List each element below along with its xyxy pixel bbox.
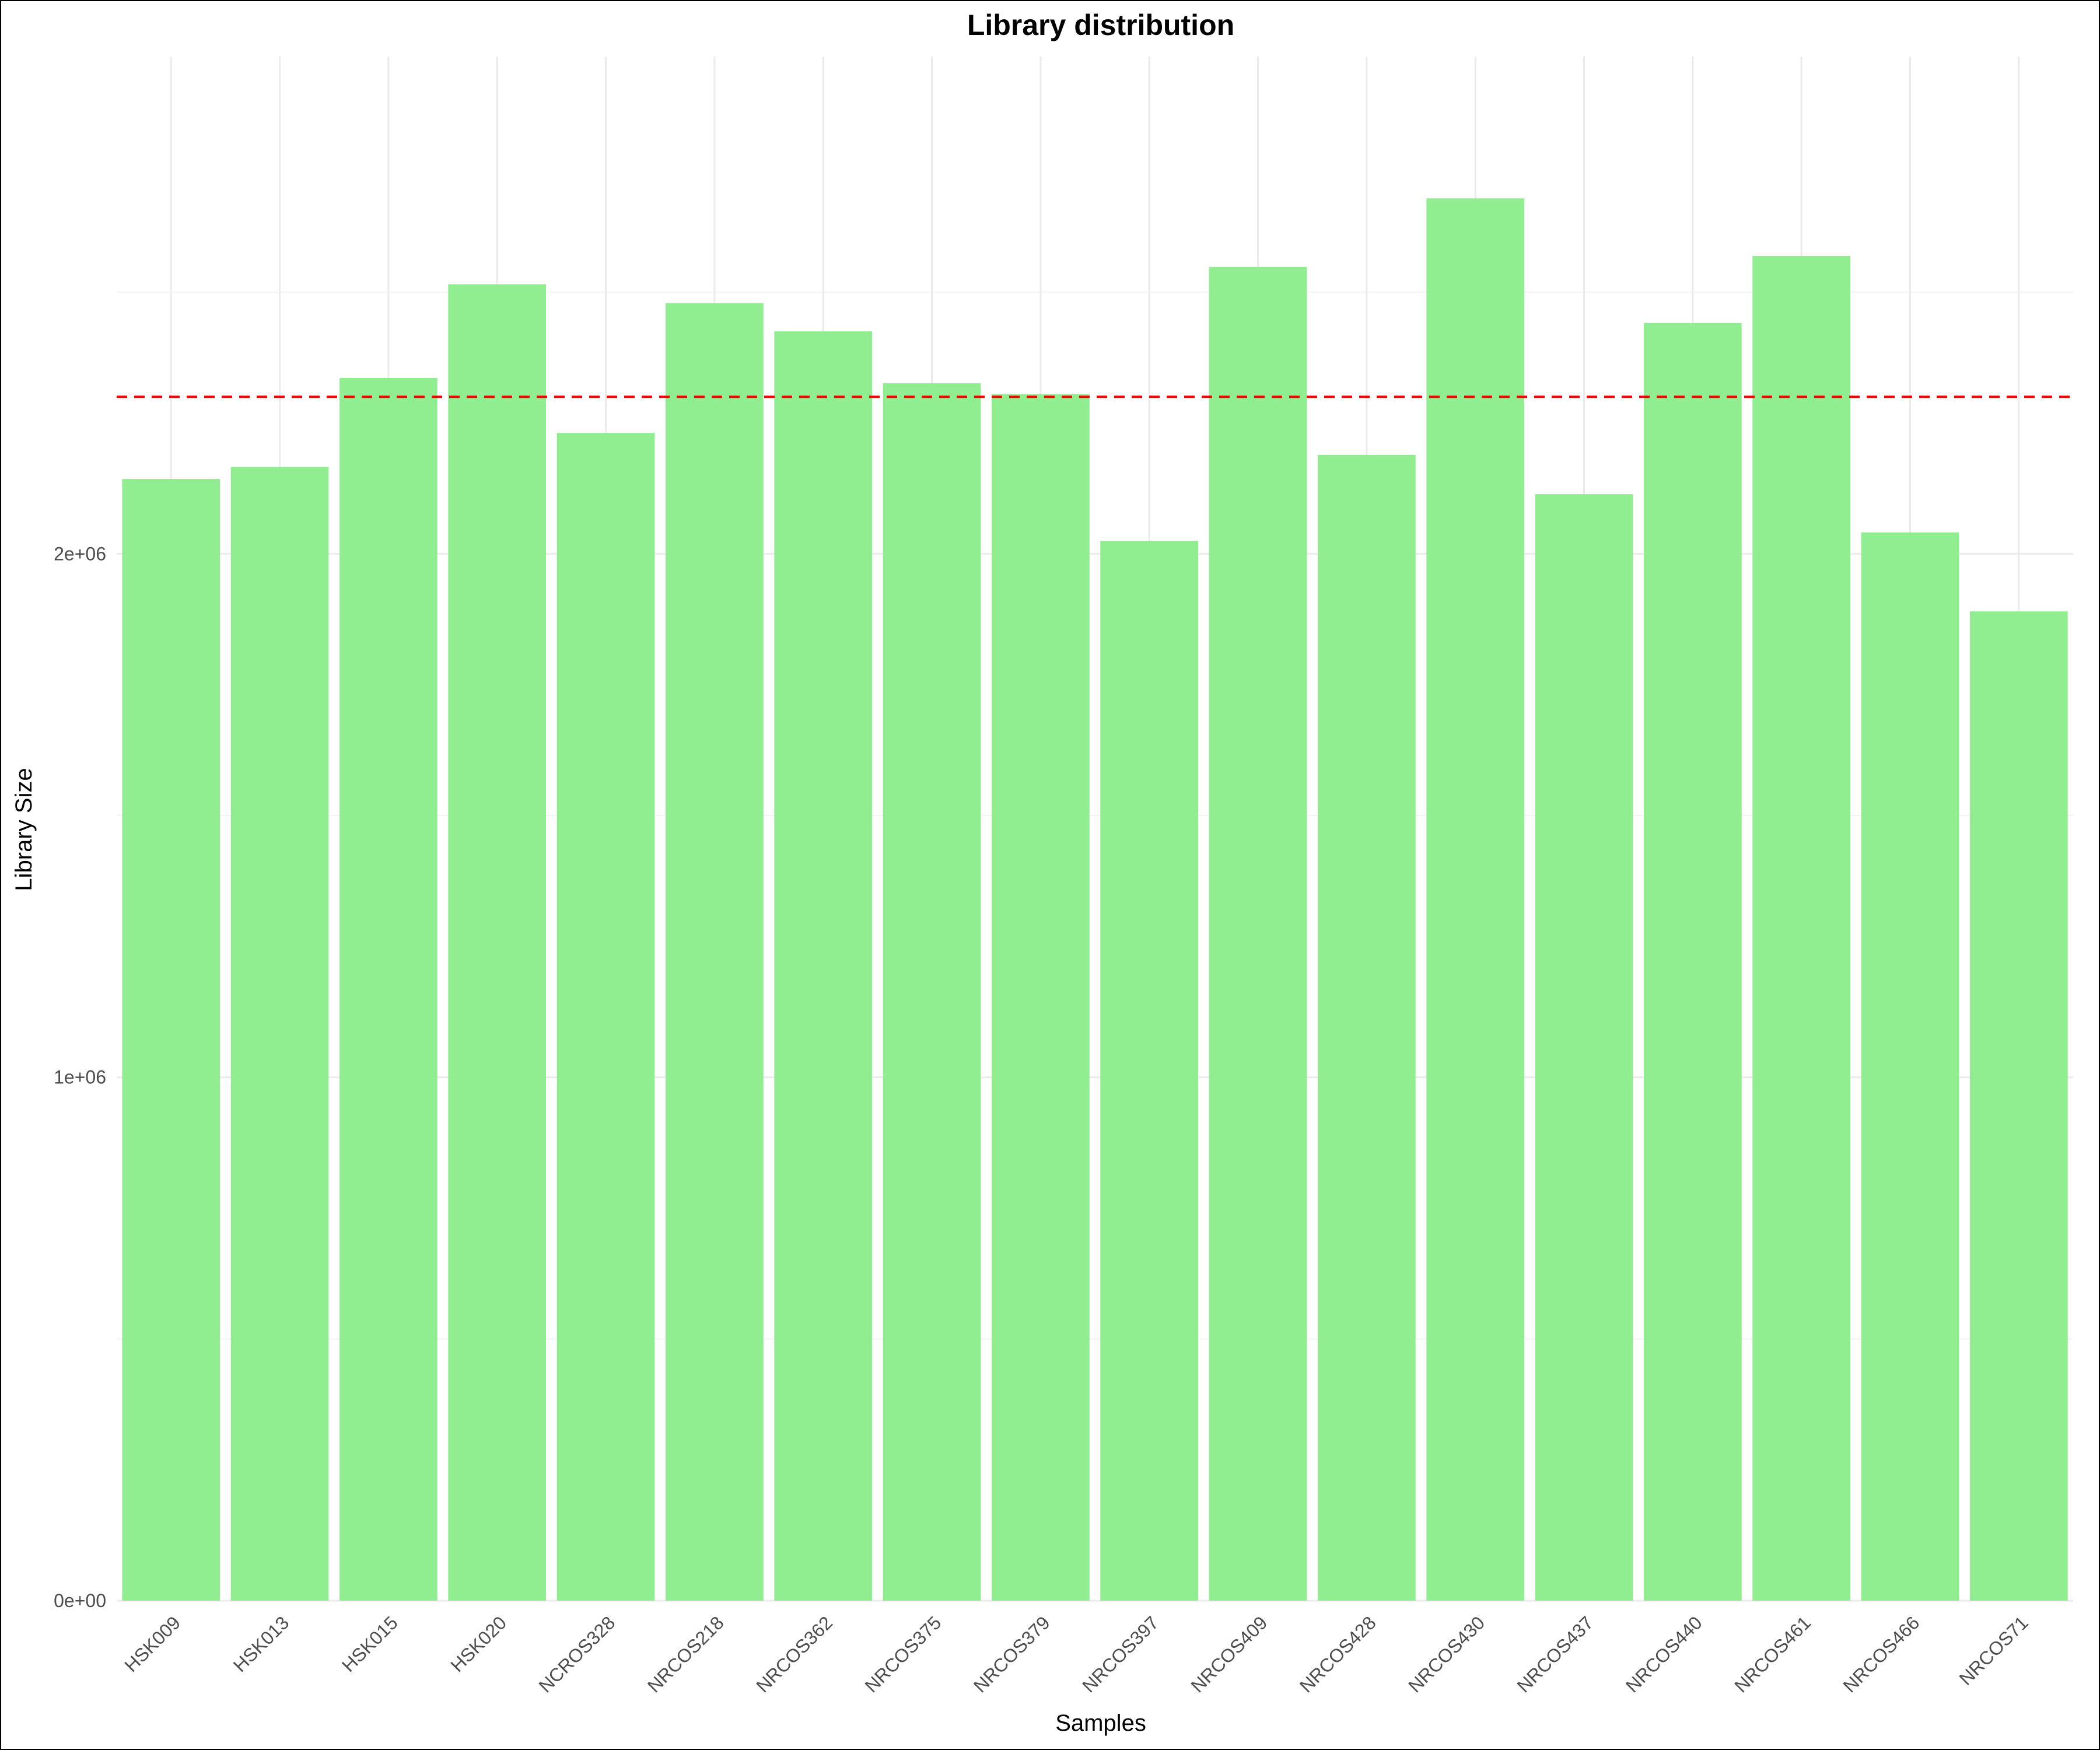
bars <box>122 198 2068 1601</box>
bar-nrcos375 <box>883 383 981 1601</box>
bar-nrcos379 <box>991 394 1090 1601</box>
bar-nrcos466 <box>1861 532 1959 1601</box>
x-tick-label: NRCOS375 <box>861 1612 946 1696</box>
x-tick-label: NRCOS437 <box>1513 1612 1598 1696</box>
y-tick-label: 2e+06 <box>54 543 106 564</box>
x-tick-label: HSK013 <box>229 1612 293 1676</box>
x-tick-label: HSK009 <box>120 1612 184 1676</box>
x-tick-label: NRCOS430 <box>1404 1612 1489 1696</box>
bar-nrcos437 <box>1535 494 1633 1601</box>
y-tick-label: 0e+00 <box>54 1590 106 1611</box>
x-tick-label: NRCOS379 <box>970 1612 1054 1696</box>
bar-nrcos397 <box>1100 540 1199 1601</box>
x-tick-label: NRCOS409 <box>1187 1612 1272 1696</box>
x-tick-label: NRCOS362 <box>752 1612 836 1696</box>
x-tick-label: NRCOS397 <box>1078 1612 1163 1696</box>
x-axis-ticks: HSK009 HSK013 HSK015 HSK020 NCROS328 NRCOS218… <box>120 1612 2032 1696</box>
y-axis-ticks: 0e+00 1e+06 2e+06 <box>54 543 106 1611</box>
bar-nrcos71 <box>1969 611 2068 1601</box>
bar-nrcos218 <box>665 303 764 1601</box>
bar-hsk020 <box>448 284 547 1601</box>
chart-title: Library distribution <box>967 9 1234 41</box>
bar-nrcos362 <box>774 331 873 1601</box>
bar-ncros328 <box>556 433 655 1601</box>
x-tick-label: HSK015 <box>338 1612 402 1676</box>
x-tick-label: NRCOS218 <box>643 1612 728 1696</box>
x-tick-label: NRCOS71 <box>1955 1612 2032 1689</box>
y-tick-label: 1e+06 <box>54 1067 106 1088</box>
bar-hsk015 <box>339 377 438 1601</box>
x-tick-label: HSK020 <box>446 1612 510 1676</box>
y-axis-title: Library Size <box>11 768 37 891</box>
x-tick-label: NRCOS466 <box>1839 1612 1924 1696</box>
bar-hsk013 <box>230 467 329 1601</box>
x-tick-label: NRCOS428 <box>1296 1612 1380 1696</box>
bar-nrcos430 <box>1426 198 1525 1601</box>
x-tick-label: NCROS328 <box>535 1612 620 1696</box>
bar-nrcos461 <box>1752 256 1851 1601</box>
bar-nrcos440 <box>1643 323 1742 1601</box>
x-tick-label: NRCOS440 <box>1622 1612 1706 1696</box>
bar-hsk009 <box>122 479 220 1601</box>
bar-nrcos409 <box>1209 267 1307 1601</box>
x-axis-title: Samples <box>1055 1710 1146 1736</box>
bar-nrcos428 <box>1317 454 1416 1601</box>
x-tick-label: NRCOS461 <box>1730 1612 1815 1696</box>
